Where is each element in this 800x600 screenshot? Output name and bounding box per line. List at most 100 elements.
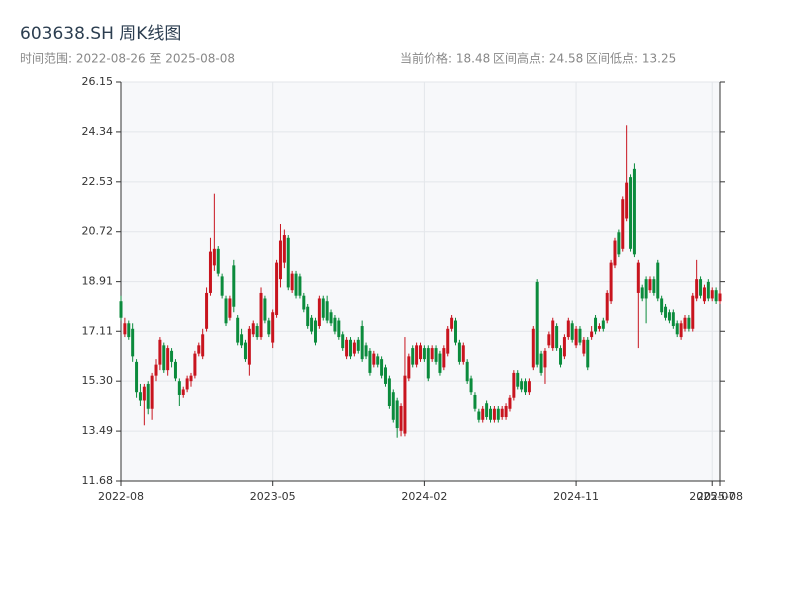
candle-body xyxy=(648,279,652,291)
candle-body xyxy=(313,320,317,343)
x-tick-label: 2024-11 xyxy=(553,490,599,503)
candle-body xyxy=(508,397,512,409)
candle-body xyxy=(617,232,621,255)
candle-body xyxy=(574,328,578,346)
candle-body xyxy=(317,298,321,327)
candle-body xyxy=(271,312,275,343)
candle-body xyxy=(683,317,687,329)
candle-body xyxy=(636,262,640,293)
candle-body xyxy=(380,359,384,376)
candle-body xyxy=(582,339,586,354)
candle-body xyxy=(667,312,671,321)
candle-body xyxy=(337,320,341,338)
candle-body xyxy=(629,177,633,249)
candle-body xyxy=(142,386,146,401)
candle-body xyxy=(605,292,609,321)
candle-body xyxy=(236,317,240,343)
candle-body xyxy=(524,381,528,393)
candle-body xyxy=(216,248,220,274)
candle-body xyxy=(613,240,617,266)
candle-body xyxy=(150,375,154,409)
candle-body xyxy=(559,348,563,365)
candle-body xyxy=(430,348,434,360)
y-tick-label: 20.72 xyxy=(82,225,114,238)
candle-body xyxy=(621,199,625,249)
candle-body xyxy=(240,334,244,346)
x-tick-label: 2022-08 xyxy=(98,490,144,503)
candle-body xyxy=(310,317,314,332)
candle-body xyxy=(403,375,407,434)
candle-body xyxy=(395,400,399,429)
candle-body xyxy=(193,353,197,376)
y-tick-label: 15.30 xyxy=(82,374,114,387)
candle-body xyxy=(535,281,539,365)
candle-body xyxy=(158,339,162,365)
candle-body xyxy=(520,381,524,390)
candle-body xyxy=(364,345,368,357)
candle-body xyxy=(119,301,123,318)
candle-body xyxy=(407,356,411,379)
candle-body xyxy=(597,326,601,329)
candle-body xyxy=(251,323,255,335)
candle-body xyxy=(652,279,656,293)
candle-body xyxy=(228,298,232,318)
candle-body xyxy=(267,320,271,335)
candle-body xyxy=(566,320,570,338)
stat: 区间高点: 24.58 xyxy=(493,51,583,66)
candle-body xyxy=(601,320,605,329)
candle-body xyxy=(527,381,531,393)
candle-body xyxy=(383,367,387,384)
candle-body xyxy=(706,281,710,299)
y-tick-label: 17.11 xyxy=(82,324,114,337)
candle-body xyxy=(162,345,166,371)
candle-body xyxy=(450,317,454,329)
stat: 区间低点: 13.25 xyxy=(586,52,676,66)
candle-body xyxy=(415,345,419,365)
candle-body xyxy=(664,306,668,318)
candle-body xyxy=(127,323,131,338)
candle-body xyxy=(294,273,298,296)
candle-body xyxy=(516,372,520,387)
candle-body xyxy=(298,276,302,296)
candle-body xyxy=(578,328,582,343)
stat: 当前价格: 18.48 xyxy=(400,51,490,66)
candle-body xyxy=(489,408,493,420)
y-tick-label: 26.15 xyxy=(82,75,114,88)
candle-body xyxy=(275,262,279,316)
candle-body xyxy=(442,348,446,368)
candle-body xyxy=(687,317,691,329)
x-tick-label: 2023-05 xyxy=(250,490,296,503)
candle-body xyxy=(201,334,205,357)
candle-body xyxy=(699,279,703,296)
candle-body xyxy=(205,292,209,329)
candle-body xyxy=(197,345,201,354)
candle-body xyxy=(170,350,174,362)
candle-body xyxy=(426,348,430,379)
candle-body xyxy=(302,295,306,310)
candle-body xyxy=(356,339,360,351)
candle-body xyxy=(594,317,598,332)
candle-body xyxy=(695,279,699,299)
candle-body xyxy=(547,334,551,346)
candle-body xyxy=(609,262,613,302)
candle-body xyxy=(247,328,251,365)
candle-body xyxy=(714,290,718,302)
candle-body xyxy=(691,295,695,329)
candle-body xyxy=(348,339,352,357)
candle-body xyxy=(220,276,224,296)
candle-body xyxy=(671,312,675,327)
candle-body xyxy=(640,287,644,299)
candle-body xyxy=(675,323,679,335)
candle-body xyxy=(329,312,333,324)
candle-body xyxy=(243,342,247,360)
candle-body xyxy=(352,342,356,354)
candle-body xyxy=(660,298,664,313)
candle-body xyxy=(399,405,403,431)
candle-body xyxy=(434,348,438,362)
candle-body xyxy=(387,378,391,406)
candle-body xyxy=(376,356,380,365)
candle-body xyxy=(485,403,489,418)
candle-body xyxy=(181,389,185,395)
candle-body xyxy=(590,331,594,338)
